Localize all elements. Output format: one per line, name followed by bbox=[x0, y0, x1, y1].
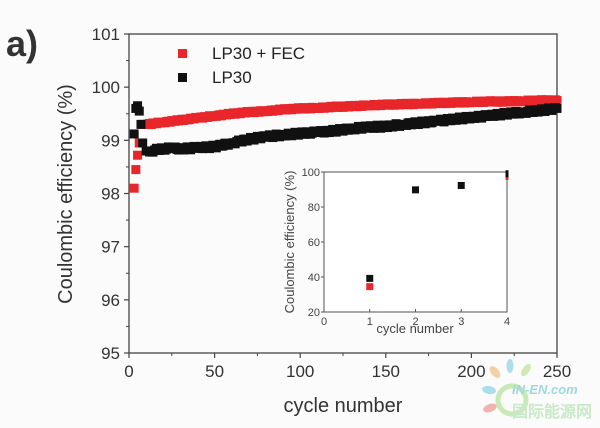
inset-x-tick-label: 3 bbox=[458, 316, 464, 328]
x-tick-label: 0 bbox=[124, 362, 133, 381]
y-axis-label: Coulombic efficiency (%) bbox=[55, 84, 77, 304]
legend-label-fec: LP30 + FEC bbox=[212, 44, 305, 63]
inset-x-axis-label: cycle number bbox=[376, 321, 454, 336]
y-tick-label: 101 bbox=[92, 25, 120, 44]
watermark-logo-icon bbox=[495, 383, 529, 417]
inset-frame bbox=[323, 171, 508, 313]
data-point bbox=[552, 103, 562, 113]
data-point bbox=[129, 183, 139, 193]
data-point bbox=[133, 101, 143, 111]
legend-label-lp30: LP30 bbox=[212, 68, 252, 87]
watermark-line2: 国际能源网 bbox=[512, 402, 592, 421]
inset-data-point bbox=[505, 170, 509, 178]
watermark: IN-EN.com 国际能源网 bbox=[482, 359, 592, 421]
panel-label: a) bbox=[6, 23, 38, 64]
data-point bbox=[552, 95, 562, 105]
legend: LP30 + FEC LP30 bbox=[178, 44, 305, 87]
inset-data-point bbox=[366, 274, 374, 282]
y-tick-label: 95 bbox=[101, 344, 120, 363]
inset-y-tick-label: 80 bbox=[308, 202, 320, 214]
inset-x-tick-label: 0 bbox=[321, 316, 327, 328]
y-tick-label: 100 bbox=[92, 78, 120, 97]
y-tick-label: 97 bbox=[101, 238, 120, 257]
data-point bbox=[134, 106, 144, 116]
x-tick-label: 200 bbox=[457, 362, 485, 381]
inset-data-point bbox=[366, 283, 374, 291]
inset-series-lp30 bbox=[366, 170, 509, 282]
legend-swatch-fec bbox=[178, 49, 187, 58]
inset-y-tick-label: 40 bbox=[308, 272, 320, 284]
inset-series bbox=[366, 170, 509, 291]
inset-y-tick-label: 60 bbox=[308, 237, 320, 249]
y-tick-label: 98 bbox=[101, 185, 120, 204]
inset-y-tick-label: 100 bbox=[302, 167, 320, 179]
inset-y-axis-label: Coulombic efficiency (%) bbox=[282, 171, 297, 314]
inset-ticks: 0 1 2 3 4 20 40 60 80 100 bbox=[302, 167, 510, 328]
x-tick-label: 50 bbox=[205, 362, 224, 381]
inset-data-point bbox=[412, 186, 419, 194]
data-point bbox=[136, 119, 146, 129]
x-tick-label: 150 bbox=[372, 362, 400, 381]
data-point bbox=[133, 150, 143, 160]
y-tick-label: 99 bbox=[101, 131, 120, 150]
x-axis-label: cycle number bbox=[284, 395, 403, 417]
x-tick-label: 250 bbox=[543, 362, 571, 381]
data-point bbox=[138, 138, 148, 148]
watermark-line1: IN-EN.com bbox=[512, 382, 578, 397]
data-point bbox=[129, 129, 139, 139]
inset-x-tick-label: 1 bbox=[367, 316, 373, 328]
inset-x-tick-label: 2 bbox=[412, 316, 418, 328]
inset-chart: 0 1 2 3 4 20 40 60 80 100 cycle number Coulombic … bbox=[282, 167, 510, 336]
y-tick-label: 96 bbox=[101, 291, 120, 310]
data-point bbox=[131, 165, 141, 175]
inset-y-tick-label: 20 bbox=[308, 307, 320, 319]
series-lp30 bbox=[129, 101, 562, 157]
inset-data-point bbox=[457, 181, 465, 189]
main-series bbox=[129, 95, 562, 193]
legend-swatch-lp30 bbox=[178, 73, 187, 82]
x-tick-label: 100 bbox=[286, 362, 314, 381]
inset-x-tick-label: 4 bbox=[504, 316, 510, 328]
